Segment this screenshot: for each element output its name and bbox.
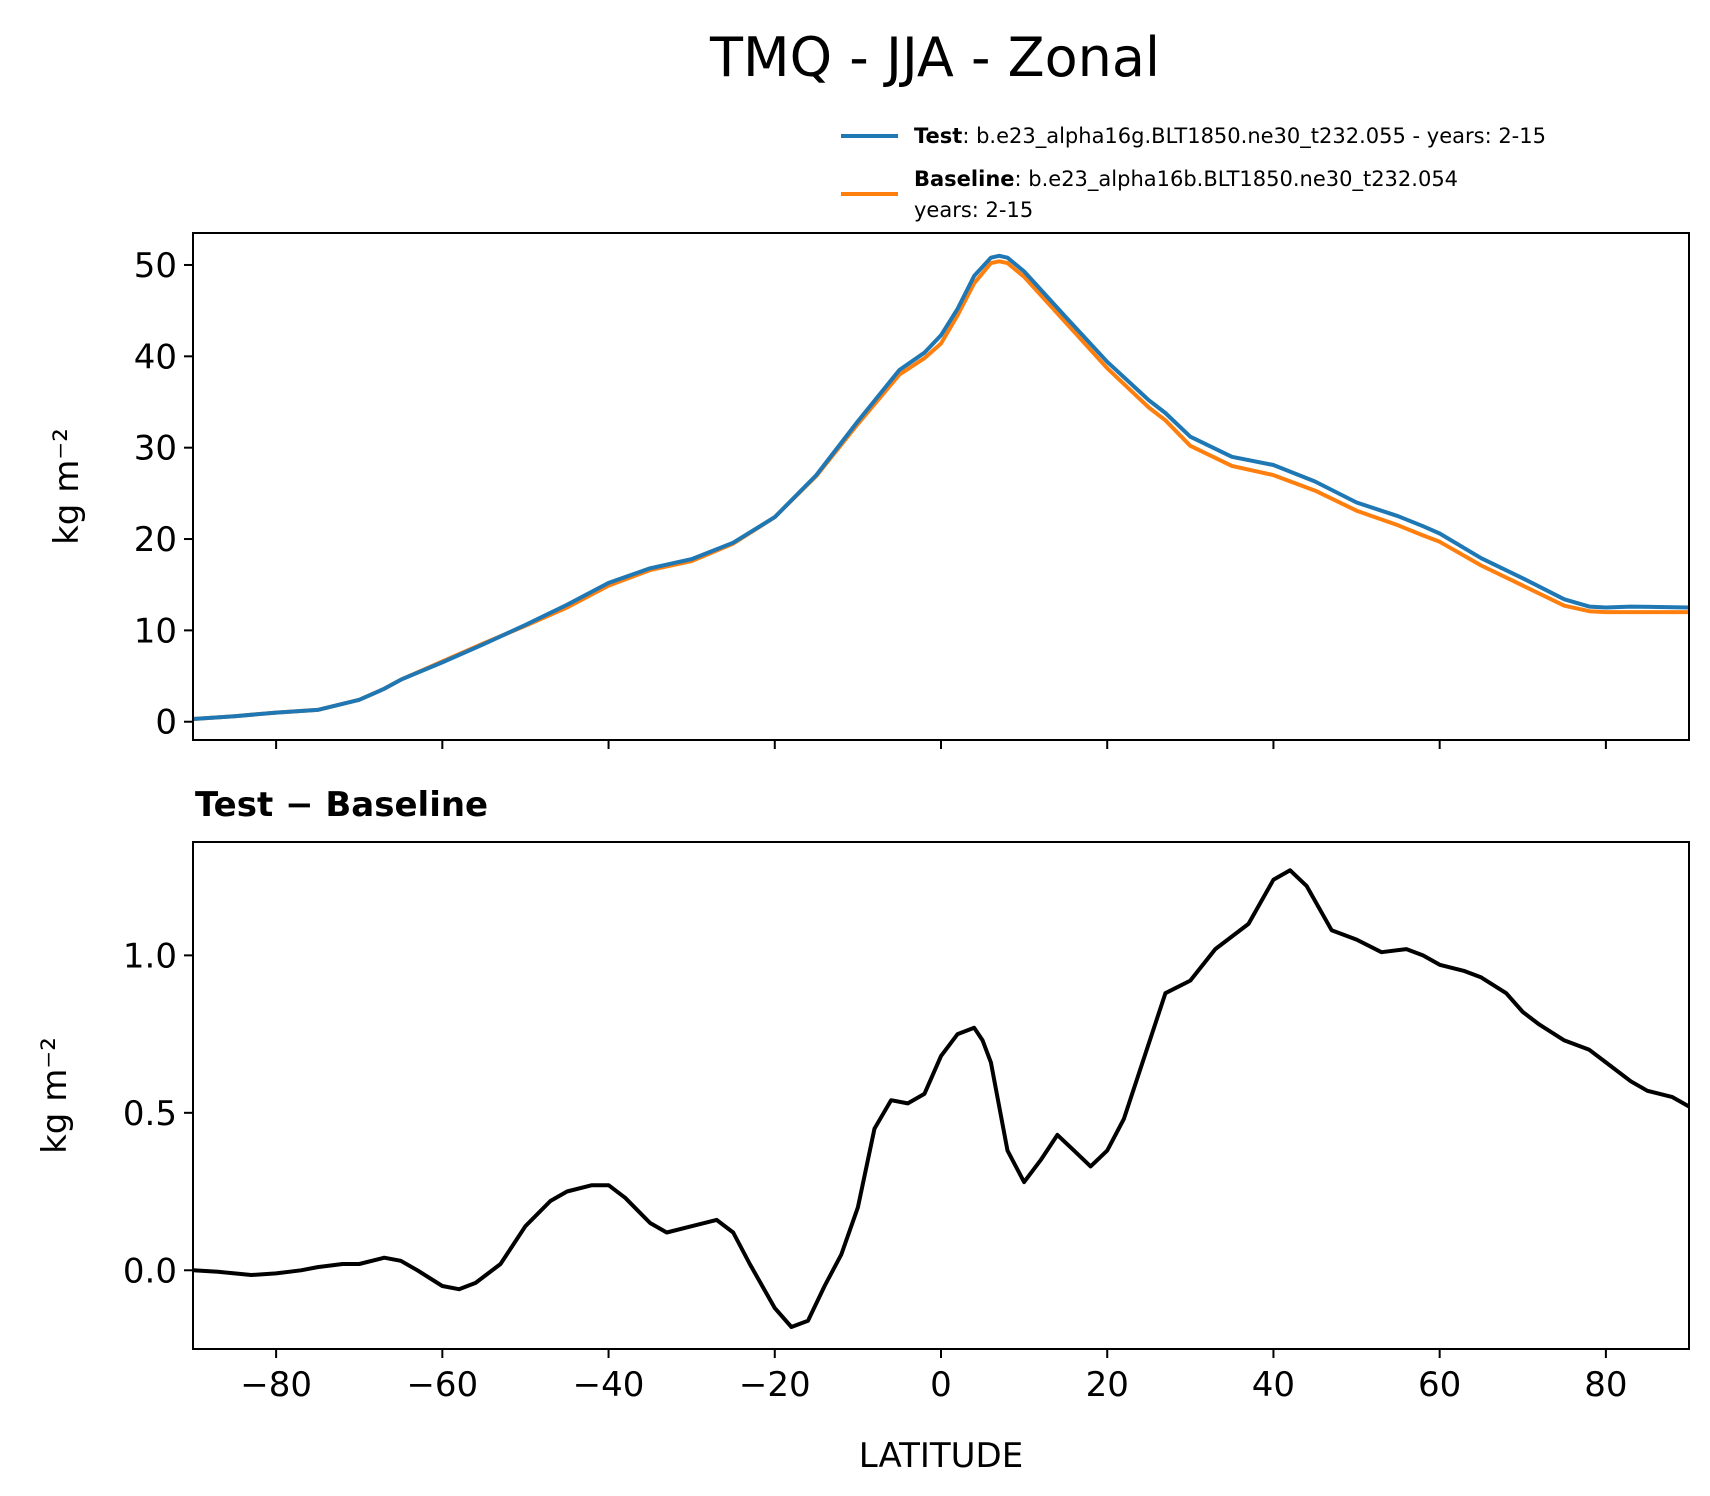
x-tick-label: −60: [406, 1365, 478, 1405]
y-tick-label: 0.0: [123, 1251, 177, 1291]
legend-test-entry: Test: b.e23_alpha16g.BLT1850.ne30_t232.0…: [914, 124, 1546, 149]
top-plot-frame: [192, 232, 1690, 741]
legend-baseline-entry: Baseline: b.e23_alpha16b.BLT1850.ne30_t2…: [914, 167, 1458, 192]
x-tick-label: −20: [739, 1365, 811, 1405]
difference-series-line: [192, 868, 1690, 1329]
top-y-ticks: 0 10 20 30 40 50: [134, 246, 193, 743]
y-tick-label: 10: [134, 611, 177, 651]
legend-baseline-years: years: 2-15: [914, 198, 1033, 222]
x-tick-label: 20: [1086, 1365, 1129, 1405]
y-tick-label: 40: [134, 337, 177, 377]
x-tick-label: 60: [1418, 1365, 1461, 1405]
bottom-y-axis-label: kg m⁻²: [35, 1037, 75, 1154]
x-tick-label: 0: [930, 1365, 952, 1405]
y-tick-label: 0.5: [123, 1094, 177, 1134]
top-x-ticks: [275, 740, 1607, 749]
bottom-plot-frame: [192, 841, 1690, 1350]
y-tick-label: 50: [134, 246, 177, 286]
bottom-x-ticks: −80 −60 −40 −20 0 20 40 60 80: [240, 1349, 1628, 1405]
y-tick-label: 0: [155, 703, 177, 743]
bottom-y-ticks: 0.0 0.5 1.0: [123, 936, 193, 1291]
x-tick-label: 80: [1584, 1365, 1627, 1405]
x-tick-label: −80: [240, 1365, 312, 1405]
top-y-axis-label: kg m⁻²: [47, 428, 87, 545]
x-axis-label: LATITUDE: [859, 1436, 1023, 1476]
figure-title: TMQ - JJA - Zonal: [709, 26, 1160, 89]
legend-baseline-name: Baseline: [914, 167, 1015, 191]
legend-test-desc: : b.e23_alpha16g.BLT1850.ne30_t232.055 -…: [962, 124, 1546, 149]
y-tick-label: 20: [134, 520, 177, 560]
test-series-line: [192, 253, 1690, 721]
x-tick-label: 40: [1252, 1365, 1295, 1405]
top-panel: 0 10 20 30 40 50 kg m⁻²: [47, 232, 1690, 749]
bottom-panel: Test − Baseline 0.0 0.5 1.0 −80 −60 −40 −20 0 2…: [35, 785, 1690, 1476]
legend: Test: b.e23_alpha16g.BLT1850.ne30_t232.0…: [841, 124, 1546, 222]
y-tick-label: 1.0: [123, 936, 177, 976]
legend-test-name: Test: [914, 124, 962, 148]
legend-baseline-desc: : b.e23_alpha16b.BLT1850.ne30_t232.054: [1015, 167, 1459, 192]
x-tick-label: −40: [573, 1365, 645, 1405]
bottom-panel-title: Test − Baseline: [195, 785, 488, 825]
y-tick-label: 30: [134, 429, 177, 469]
